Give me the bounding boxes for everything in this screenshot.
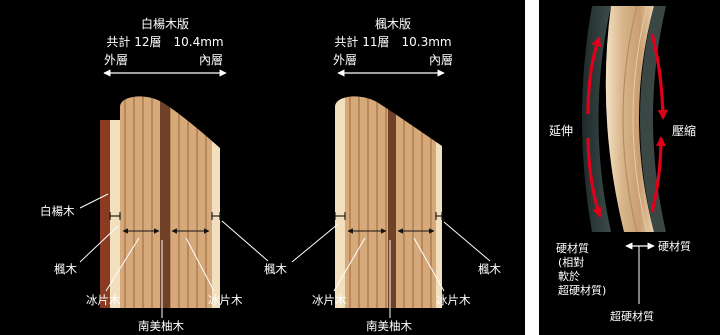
stretch-arrows <box>586 36 603 218</box>
left-dimension-marks <box>109 212 221 234</box>
middle-title: 楓木版 <box>375 16 411 31</box>
left-inner-label: 內層 <box>199 53 223 67</box>
middle-inner-label: 內層 <box>429 53 453 67</box>
left-ice-wood-label-2: 冰片木 <box>208 293 243 307</box>
middle-outer-label: 外層 <box>333 53 357 67</box>
middle-ice-wood-label-1: 冰片木 <box>312 293 347 307</box>
left-spec: 共計 12層 10.4mm <box>106 34 223 49</box>
relative-note-line-3: 軟於 <box>558 269 580 283</box>
left-wood-cross-section <box>100 96 220 308</box>
stretch-label: 延伸 <box>549 124 573 138</box>
left-nanmei-label: 南美柚木 <box>138 319 184 333</box>
middle-leader-lines <box>291 221 491 318</box>
compress-arrows <box>650 33 668 213</box>
left-maple-label: 楓木 <box>54 262 77 276</box>
middle-left-maple-label: 楓木 <box>264 262 287 276</box>
curved-blade-illustration <box>582 5 666 233</box>
left-outer-label: 外層 <box>104 53 128 67</box>
left-leader-lines <box>79 193 269 318</box>
middle-right-maple-label: 楓木 <box>478 262 501 276</box>
compress-label: 壓縮 <box>672 123 696 138</box>
super-hard-label: 超硬材質 <box>610 309 654 323</box>
relative-note-line-2: (相對 <box>558 255 584 269</box>
relative-note-line-1: 硬材質 <box>556 241 589 255</box>
relative-note-line-4: 超硬材質) <box>558 283 606 297</box>
left-title: 白楊木版 <box>141 16 189 31</box>
middle-nanmei-label: 南美柚木 <box>366 319 412 333</box>
left-ice-wood-label-1: 冰片木 <box>86 293 121 307</box>
poplar-label: 白楊木 <box>40 204 75 218</box>
middle-wood-cross-section <box>335 96 442 308</box>
hard-material-right-label: 硬材質 <box>658 239 691 253</box>
middle-spec: 共計 11層 10.3mm <box>334 34 451 49</box>
middle-dimension-marks <box>334 212 443 234</box>
middle-ice-wood-label-2: 冰片木 <box>436 293 471 307</box>
